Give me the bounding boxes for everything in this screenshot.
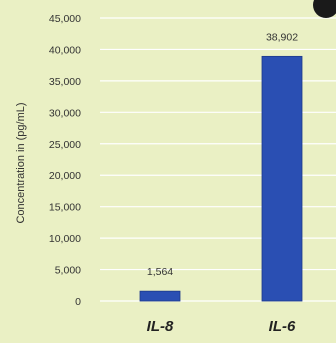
y-tick-label: 35,000 [49, 76, 81, 88]
x-category-label: IL-6 [269, 318, 296, 335]
y-tick-label: 10,000 [49, 233, 81, 245]
x-category-label: IL-8 [147, 318, 174, 335]
bar [139, 290, 181, 302]
y-tick-label: 5,000 [55, 265, 81, 277]
bars: 1,564 38,902 [139, 31, 303, 302]
data-label: 1,564 [147, 266, 173, 278]
data-label: 38,902 [266, 31, 298, 43]
y-tick-label: 40,000 [49, 44, 81, 56]
y-axis: 0 5,000 10,000 15,000 20,000 25,000 30,000 35,0… [49, 13, 81, 308]
bar [261, 55, 303, 302]
y-tick-label: 15,000 [49, 202, 81, 214]
y-tick-label: 20,000 [49, 170, 81, 182]
gridlines [100, 17, 336, 302]
corner-decoration [313, 0, 336, 18]
y-tick-label: 45,000 [49, 13, 81, 25]
y-tick-label: 25,000 [49, 139, 81, 151]
y-tick-label: 30,000 [49, 107, 81, 119]
y-axis-label: Concentration in (pg/mL) [15, 102, 27, 223]
y-tick-label: 0 [75, 296, 81, 308]
x-axis: IL-8 IL-6 [147, 318, 296, 335]
